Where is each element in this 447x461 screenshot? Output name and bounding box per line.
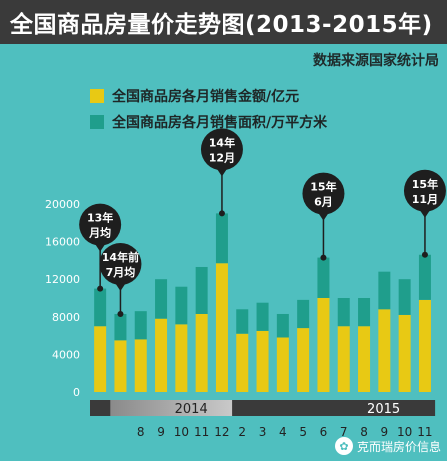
bar-amount [378, 309, 391, 392]
legend-swatch-amount [90, 89, 104, 103]
callout-label: 15年 [412, 177, 438, 191]
y-tick-label: 0 [73, 386, 80, 399]
bar-area [276, 313, 289, 338]
bar-area [94, 288, 107, 327]
bar-amount [236, 333, 249, 392]
year-label: 2014 [175, 402, 208, 417]
callout-label: 13年 [87, 211, 113, 225]
bar-amount [114, 340, 127, 392]
bar-amount [256, 330, 269, 392]
watermark-text: 克而瑞房价信息 [356, 439, 441, 454]
callout-label: 11月 [412, 193, 438, 206]
bar-amount [175, 324, 188, 392]
legend-label-amount: 全国商品房各月销售金额/亿元 [112, 89, 300, 105]
bar-area [418, 254, 431, 300]
month-tick-label: 4 [279, 425, 287, 439]
bar-amount [297, 328, 310, 392]
month-tick-label: 8 [137, 425, 145, 439]
bar-area [256, 302, 269, 331]
bar-amount [155, 318, 168, 392]
callout-label: 6月 [314, 196, 333, 209]
bar-amount [195, 313, 208, 392]
y-tick-label: 16000 [45, 236, 80, 249]
bar-amount [337, 326, 350, 392]
month-tick-label: 9 [157, 425, 165, 439]
legend-item-amount: 全国商品房各月销售金额/亿元 [90, 86, 299, 106]
month-tick-label: 7 [340, 425, 348, 439]
bar-amount [215, 263, 228, 392]
title-bar: 全国商品房量价走势图(2013-2015年) [0, 0, 447, 44]
callout-pointer [317, 211, 330, 221]
bar-area [114, 313, 127, 341]
callout-label: 12月 [209, 151, 235, 164]
watermark: ✿ 克而瑞房价信息 [334, 437, 441, 455]
month-tick-label: 10 [397, 425, 412, 439]
month-tick-label: 10 [174, 425, 189, 439]
bar-amount [418, 299, 431, 392]
bar-area [236, 309, 249, 334]
month-tick-label: 8 [360, 425, 368, 439]
bar-area [398, 279, 411, 315]
bar-area [317, 257, 330, 298]
bar-area [378, 271, 391, 310]
legend-label-area: 全国商品房各月销售面积/万平方米 [112, 115, 328, 131]
legend-swatch-area [90, 115, 104, 129]
callout-label: 月均 [88, 226, 111, 240]
callout-pointer [114, 281, 127, 291]
data-source: 数据来源国家统计局 [313, 53, 439, 69]
month-tick-label: 11 [194, 425, 209, 439]
year-label: 2015 [367, 402, 400, 417]
month-tick-label: 2 [238, 425, 246, 439]
wechat-icon: ✿ [334, 437, 353, 455]
callout-label: 14年前 [102, 250, 139, 264]
callout-dot [117, 310, 124, 317]
callout-bubble [200, 128, 243, 171]
bar-amount [134, 339, 147, 392]
month-tick-label: 9 [381, 425, 389, 439]
bar-amount [276, 337, 289, 392]
bar-amount [317, 298, 330, 392]
bar-area [195, 266, 208, 314]
bar-amount [358, 326, 371, 392]
callout-label: 7月均 [106, 265, 136, 279]
month-tick-label: 5 [299, 425, 307, 439]
callout-pointer [418, 208, 431, 218]
year-band-2014 [110, 400, 233, 416]
callout-bubble [403, 169, 446, 212]
callout-dot [97, 285, 104, 292]
bar-area [337, 298, 350, 327]
y-tick-label: 12000 [45, 273, 80, 286]
month-tick-label: 12 [214, 425, 229, 439]
legend-item-area: 全国商品房各月销售面积/万平方米 [90, 112, 327, 132]
month-tick-label: 11 [417, 425, 432, 439]
callout-pointer [94, 242, 107, 252]
bar-area [297, 299, 310, 329]
callout-bubble [99, 242, 142, 285]
bar-area [175, 286, 188, 325]
callout-dot [320, 254, 327, 261]
bar-area [155, 279, 168, 319]
y-tick-label: 8000 [52, 311, 80, 324]
month-tick-label: 6 [320, 425, 328, 439]
callout-pointer [215, 167, 228, 177]
bar-amount [398, 314, 411, 392]
callout-dot [421, 251, 428, 258]
callout-bubble [79, 203, 122, 246]
bar-area [358, 298, 371, 327]
year-band-2013 [90, 400, 103, 416]
bar-amount [94, 326, 107, 392]
y-tick-label: 20000 [45, 198, 80, 211]
callout-bubble [302, 172, 345, 215]
y-tick-label: 4000 [52, 348, 80, 361]
chart-title: 全国商品房量价走势图(2013-2015年) [10, 12, 433, 38]
callout-dot [218, 210, 225, 217]
bar-area [215, 213, 228, 264]
callout-label: 15年 [310, 180, 336, 194]
callout-label: 14年 [209, 135, 235, 149]
bar-area [134, 311, 147, 340]
month-tick-label: 3 [259, 425, 267, 439]
